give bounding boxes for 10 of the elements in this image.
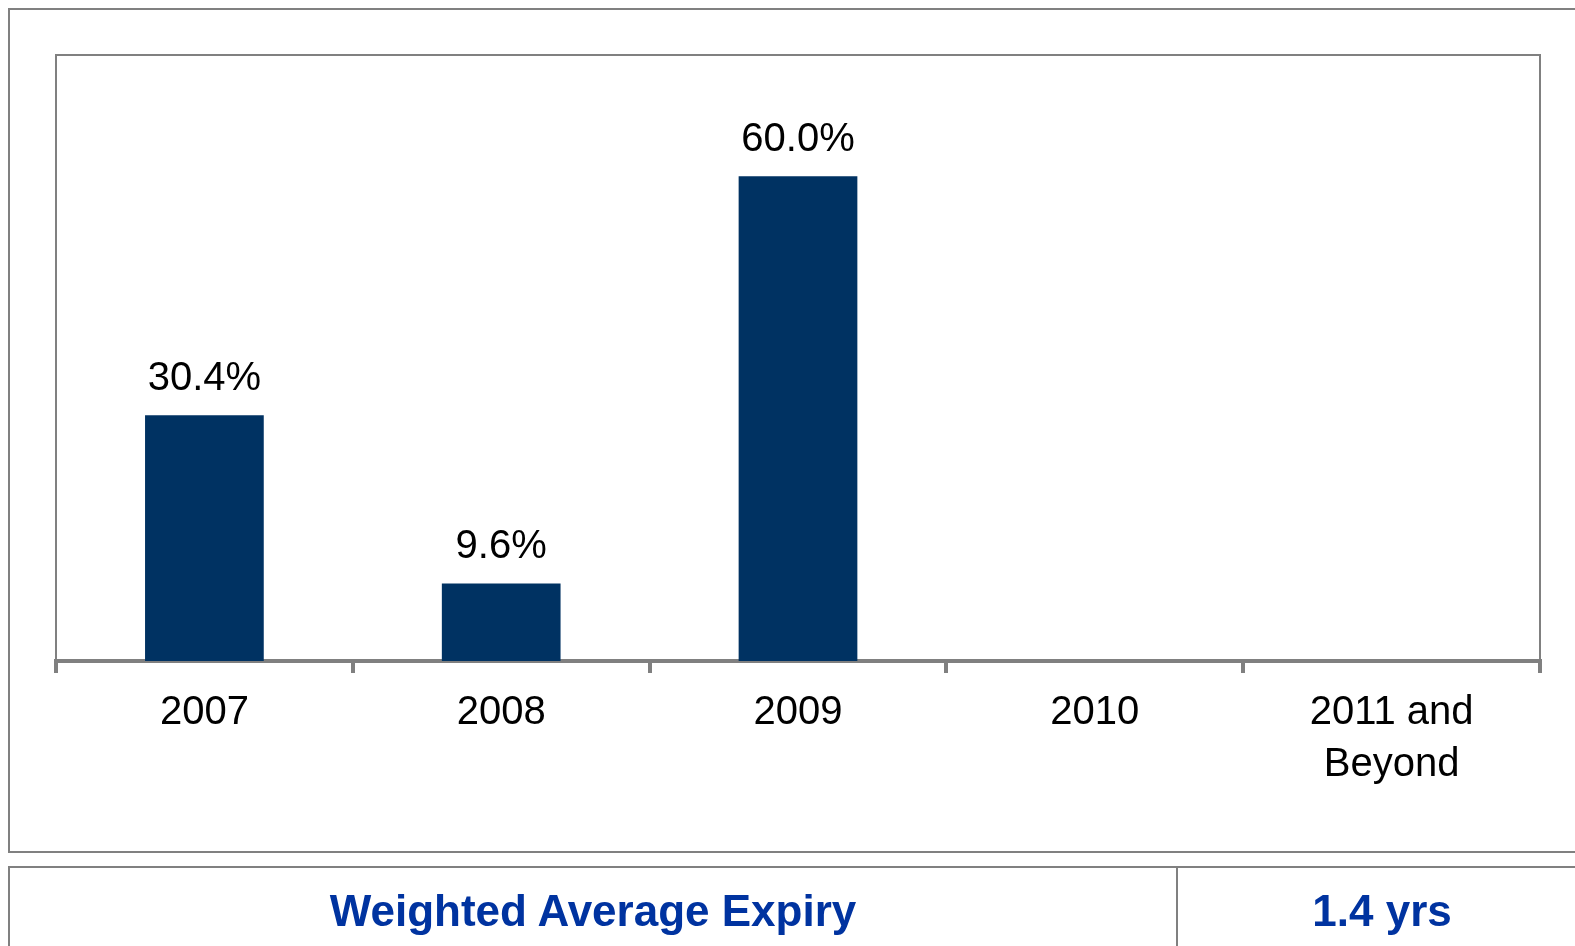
data-label: 30.4%: [147, 354, 262, 399]
x-tick-label: 2009: [753, 688, 843, 733]
text: 1.4 yrs: [1311, 885, 1453, 937]
x-tick-label: 2007: [159, 688, 249, 733]
data-label: 60.0%: [741, 115, 855, 160]
x-tick-label: 2011 and Beyond: [1309, 688, 1474, 785]
x-tick-label: 2008: [456, 688, 546, 733]
x-tick-label: 2010: [1050, 688, 1140, 733]
data-label: 9.6%: [455, 522, 547, 567]
text: Weighted Average Expiry: [10, 868, 1178, 946]
